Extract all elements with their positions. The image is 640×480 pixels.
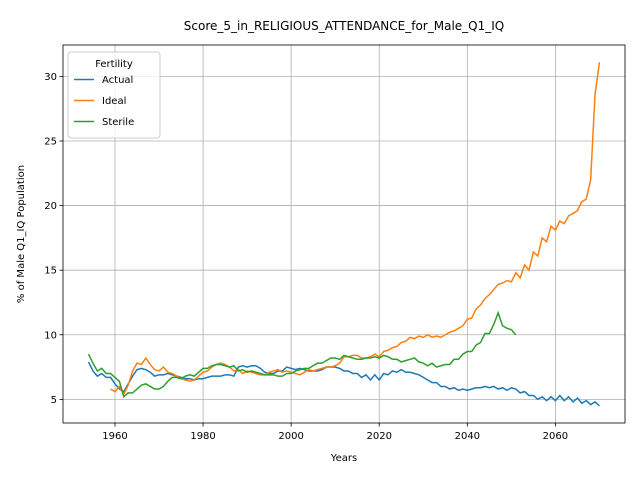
legend-title: Fertility (95, 59, 133, 70)
x-tick-label: 1960 (102, 431, 127, 442)
y-tick-label: 5 (51, 395, 57, 406)
y-tick-label: 10 (44, 330, 57, 341)
y-tick-label: 20 (44, 201, 57, 212)
x-axis-label: Years (330, 453, 357, 464)
line-series (110, 62, 601, 396)
line-series (87, 310, 517, 399)
y-tick-label: 25 (44, 136, 57, 147)
chart-title: Score_5_in_RELIGIOUS_ATTENDANCE_for_Male… (184, 19, 504, 33)
y-tick-label: 15 (44, 266, 57, 277)
legend-label: Sterile (102, 117, 134, 128)
legend-label: Ideal (102, 96, 126, 107)
y-tick-label: 30 (44, 72, 57, 83)
legend-box (67, 51, 161, 139)
legend-label: Actual (102, 75, 133, 86)
x-tick-label: 2040 (455, 431, 480, 442)
x-tick-label: 1980 (190, 431, 215, 442)
x-tick-label: 2060 (543, 431, 568, 442)
x-tick-label: 2020 (367, 431, 392, 442)
x-tick-label: 2000 (278, 431, 303, 442)
y-axis-label: % of Male Q1_IQ Population (16, 165, 27, 303)
plot-frame (62, 44, 626, 424)
